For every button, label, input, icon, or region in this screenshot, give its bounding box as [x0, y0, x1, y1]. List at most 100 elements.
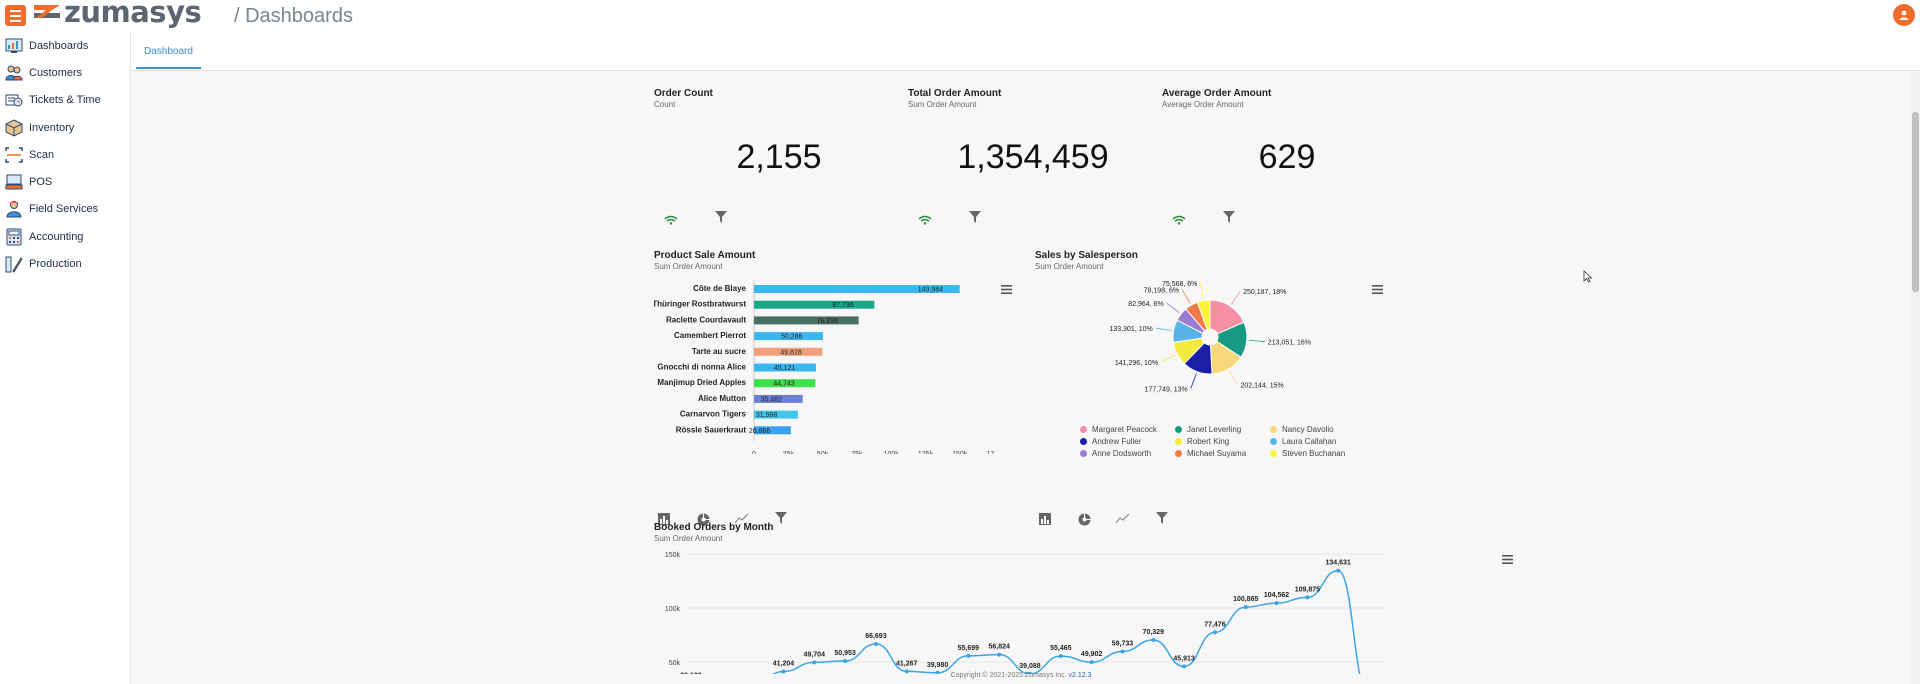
- legend-label: Steven Buchanan: [1282, 449, 1346, 458]
- scrollbar-thumb[interactable]: [1912, 112, 1919, 292]
- sidebar-item-label: Field Services: [29, 203, 99, 216]
- legend-label: Nancy Davolio: [1282, 425, 1334, 434]
- mouse-cursor-icon: [1583, 270, 1593, 283]
- data-label: 49,704: [804, 651, 826, 658]
- sidebar: Dashboards Customers Tickets & Time Inve…: [0, 32, 131, 684]
- sidebar-item-dashboards[interactable]: Dashboards: [0, 32, 130, 59]
- bar: [754, 394, 803, 403]
- version-label[interactable]: v2.12.3: [1068, 672, 1092, 679]
- filter-icon[interactable]: [1155, 511, 1169, 525]
- pie-slice-label: 141,296, 10%: [1115, 360, 1158, 367]
- legend-item[interactable]: Anne Dodsworth: [1080, 449, 1151, 458]
- legend-color-dot: [1080, 426, 1087, 433]
- legend-item[interactable]: Margaret Peacock: [1080, 425, 1157, 434]
- legend-item[interactable]: Steven Buchanan: [1270, 449, 1345, 458]
- data-point: [1212, 630, 1217, 635]
- sidebar-item-label: Dashboards: [29, 39, 89, 52]
- line-chart-icon[interactable]: [734, 512, 748, 526]
- chart-menu-icon[interactable]: [1500, 552, 1514, 566]
- bar-category-label: Manjimup Dried Apples: [657, 378, 746, 387]
- y-tick-label: 100k: [665, 606, 681, 613]
- data-point: [1336, 568, 1341, 573]
- bar-value-label: 26,866: [749, 428, 771, 435]
- sidebar-item-customers[interactable]: Customers: [0, 59, 130, 86]
- bar-category-label: Alice Mutton: [698, 394, 746, 403]
- wifi-icon[interactable]: [664, 213, 678, 227]
- kpi-order-count: Order Count Count 2,155: [654, 88, 904, 238]
- data-label: 41,204: [773, 660, 795, 667]
- pie-chart-icon[interactable]: [696, 512, 710, 526]
- bar-value-label: 149,984: [918, 287, 943, 294]
- data-point: [812, 660, 817, 665]
- filter-icon[interactable]: [1222, 210, 1236, 224]
- chart-menu-icon[interactable]: [999, 282, 1013, 296]
- pie-leader-line: [1229, 370, 1238, 385]
- bar: [754, 300, 875, 309]
- pie-slice: [1209, 299, 1245, 335]
- sidebar-item-label: Production: [29, 258, 82, 271]
- data-label: 109,875: [1295, 586, 1320, 593]
- bar: [754, 379, 816, 388]
- line-chart-icon[interactable]: [1115, 512, 1129, 526]
- hamburger-menu-button[interactable]: [5, 5, 26, 26]
- legend-item[interactable]: Robert King: [1175, 437, 1229, 446]
- sidebar-item-field-services[interactable]: Field Services: [0, 196, 130, 223]
- sidebar-item-accounting[interactable]: Accounting: [0, 223, 130, 250]
- wifi-icon[interactable]: [918, 213, 932, 227]
- filter-icon[interactable]: [774, 511, 788, 525]
- legend-item[interactable]: Michael Suyama: [1175, 449, 1246, 458]
- bar-value-label: 35,482: [761, 396, 783, 403]
- legend-item[interactable]: Nancy Davolio: [1270, 425, 1334, 434]
- tickets-icon: [5, 91, 23, 109]
- legend-label: Margaret Peacock: [1092, 425, 1157, 434]
- kpi-value: 629: [1258, 138, 1316, 176]
- data-label: 39,980: [927, 662, 949, 669]
- chart-menu-icon[interactable]: [1370, 282, 1384, 296]
- data-point: [1058, 654, 1063, 659]
- sidebar-item-production[interactable]: Production: [0, 250, 130, 277]
- bar-chart-icon[interactable]: [1038, 512, 1052, 526]
- field-services-icon: [5, 200, 23, 218]
- filter-icon[interactable]: [968, 210, 982, 224]
- tab-dashboard[interactable]: Dashboard: [136, 42, 201, 69]
- pie-leader-line: [1166, 302, 1180, 314]
- sidebar-item-pos[interactable]: POS: [0, 168, 130, 195]
- data-label: 77,476: [1204, 621, 1226, 628]
- data-label: 134,631: [1326, 560, 1351, 567]
- kpi-value: 2,155: [736, 138, 822, 176]
- customers-icon: [5, 64, 23, 82]
- sidebar-item-tickets-time[interactable]: Tickets & Time: [0, 87, 130, 114]
- sidebar-item-scan[interactable]: Scan: [0, 141, 130, 168]
- y-tick-label: 50k: [669, 660, 681, 667]
- user-account-button[interactable]: [1893, 4, 1915, 26]
- pie-slice-label: 78,198, 6%: [1144, 288, 1179, 295]
- filter-icon[interactable]: [714, 210, 728, 224]
- legend-item[interactable]: Laura Callahan: [1270, 437, 1336, 446]
- bar: [754, 316, 859, 325]
- vertical-scrollbar[interactable]: [1911, 72, 1920, 684]
- brand-logo[interactable]: zumasys: [32, 0, 202, 29]
- pie-chart-icon[interactable]: [1077, 512, 1091, 526]
- scan-icon: [5, 146, 23, 164]
- pie-slice: [1196, 299, 1211, 331]
- pie-leader-line: [1155, 327, 1172, 332]
- data-label: 55,699: [958, 645, 980, 652]
- bar: [754, 332, 823, 341]
- kpi-title: Average Order Amount: [1162, 88, 1272, 99]
- kpi-subtitle: Count: [654, 100, 676, 109]
- chart-title: Product Sale Amount: [654, 250, 756, 261]
- legend-label: Robert King: [1187, 437, 1230, 446]
- bar-x-tick-label: 25k: [783, 451, 795, 454]
- sidebar-item-inventory[interactable]: Inventory: [0, 114, 130, 141]
- legend-item[interactable]: Andrew Fuller: [1080, 437, 1141, 446]
- legend-item[interactable]: Janet Leverling: [1175, 425, 1241, 434]
- pie-leader-line: [1231, 290, 1241, 305]
- data-label: 39,088: [1019, 663, 1041, 670]
- wifi-icon[interactable]: [1172, 213, 1186, 227]
- data-point: [843, 658, 848, 663]
- booked-orders-line-chart: 150k100k50k30,19226,60927,63541,20449,70…: [665, 552, 1384, 674]
- breadcrumb: / Dashboards: [234, 5, 353, 27]
- bar-chart-icon[interactable]: [657, 512, 671, 526]
- bar-category-label: Camembert Pierrot: [674, 331, 746, 340]
- copyright-text: Copyright © 2021-2025 Zumasys Inc.: [950, 672, 1067, 679]
